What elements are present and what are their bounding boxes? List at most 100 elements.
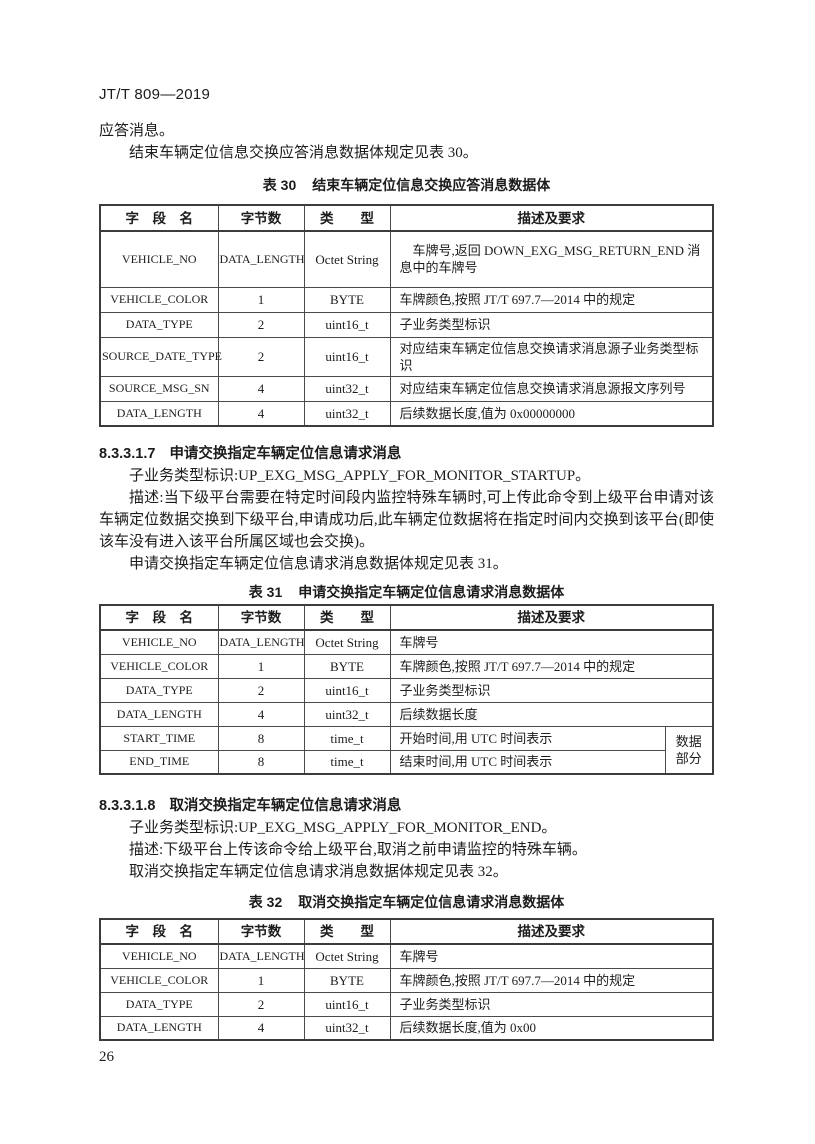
- cell-field: DATA_LENGTH: [99, 701, 219, 727]
- cell-field: DATA_LENGTH: [99, 400, 219, 427]
- section7-table-ref: 申请交换指定车辆定位信息请求消息数据体规定见表 31。: [129, 556, 508, 572]
- table-31: 字 段 名 字节数 类 型 描述及要求 VEHICLE_NO DATA_LENG…: [99, 604, 714, 775]
- table-row: SOURCE_MSG_SN 4 uint32_t 对应结束车辆定位信息交换请求消…: [99, 375, 714, 402]
- cell-field: DATA_TYPE: [99, 991, 219, 1017]
- cell-bytes: 2: [217, 991, 305, 1017]
- cell-bytes: 8: [217, 749, 305, 775]
- table-row: DATA_TYPE 2 uint16_t 子业务类型标识: [99, 311, 714, 338]
- section8-description: 描述:下级平台上传该命令给上级平台,取消之前申请监控的特殊车辆。: [129, 842, 587, 858]
- table-row: DATA_TYPE 2 uint16_t 子业务类型标识: [99, 991, 714, 1017]
- section-number: 8.3.3.1.8: [99, 798, 156, 814]
- cell-type: uint32_t: [303, 400, 391, 427]
- table-row: DATA_LENGTH 4 uint32_t 后续数据长度,值为 0x00: [99, 1015, 714, 1041]
- cell-bytes: 8: [217, 725, 305, 751]
- cell-type: uint16_t: [303, 311, 391, 338]
- page-content: JT/T 809—2019 应答消息。 结束车辆定位信息交换应答消息数据体规定见…: [99, 86, 714, 1066]
- table-30-header-row: 字 段 名 字节数 类 型 描述及要求: [99, 204, 714, 232]
- cell-type: uint32_t: [303, 1015, 391, 1041]
- cell-field: VEHICLE_COLOR: [99, 653, 219, 679]
- cell-bytes: DATA_LENGTH: [217, 943, 305, 969]
- cell-field: START_TIME: [99, 725, 219, 751]
- table-row: VEHICLE_COLOR 1 BYTE 车牌颜色,按照 JT/T 697.7—…: [99, 286, 714, 313]
- table-row: DATA_LENGTH 4 uint32_t 后续数据长度,值为 0x00000…: [99, 400, 714, 427]
- cell-desc: 车牌颜色,按照 JT/T 697.7—2014 中的规定: [389, 286, 714, 313]
- table-32-caption: 表 32 取消交换指定车辆定位信息请求消息数据体: [99, 892, 714, 913]
- cell-desc: 结束时间,用 UTC 时间表示: [389, 749, 666, 775]
- column-header-bytes: 字节数: [217, 204, 305, 232]
- cell-bytes: 1: [217, 653, 305, 679]
- cell-bytes: DATA_LENGTH: [217, 230, 305, 288]
- section7-description: 描述:当下级平台需要在特定时间段内监控特殊车辆时,可上传此命令到上级平台申请对该…: [99, 490, 714, 550]
- cell-bytes: 1: [217, 967, 305, 993]
- table-32: 字 段 名 字节数 类 型 描述及要求 VEHICLE_NO DATA_LENG…: [99, 918, 714, 1041]
- table-row: DATA_LENGTH 4 uint32_t 后续数据长度: [99, 701, 714, 727]
- cell-field: SOURCE_DATE_TYPE: [99, 336, 222, 377]
- cell-desc: 车牌号: [389, 943, 714, 969]
- cell-field: VEHICLE_NO: [99, 230, 219, 288]
- cell-bytes: 2: [217, 336, 305, 377]
- table-row: VEHICLE_COLOR 1 BYTE 车牌颜色,按照 JT/T 697.7—…: [99, 967, 714, 993]
- cell-type: uint16_t: [303, 991, 391, 1017]
- section-heading-8-3-3-1-7: 8.3.3.1.7 申请交换指定车辆定位信息请求消息: [99, 443, 714, 465]
- table-31-caption-label: 表 31: [248, 584, 283, 600]
- cell-desc: 子业务类型标识: [389, 677, 714, 703]
- cell-bytes: 4: [217, 1015, 305, 1041]
- doc-code-header: JT/T 809—2019: [99, 86, 211, 103]
- intro-line-1: 应答消息。: [99, 123, 175, 139]
- section8-subtype-line: 子业务类型标识:UP_EXG_MSG_APPLY_FOR_MONITOR_END…: [129, 820, 557, 836]
- table-row: START_TIME 8 time_t 开始时间,用 UTC 时间表示 数据部分: [99, 725, 714, 775]
- table-row: SOURCE_DATE_TYPE 2 uint16_t 对应结束车辆定位信息交换…: [99, 336, 714, 377]
- cell-field: SOURCE_MSG_SN: [99, 375, 219, 402]
- section7-subtype-line: 子业务类型标识:UP_EXG_MSG_APPLY_FOR_MONITOR_STA…: [129, 468, 591, 484]
- table-31-caption-title: 申请交换指定车辆定位信息请求消息数据体: [298, 584, 565, 600]
- table-31-header-row: 字 段 名 字节数 类 型 描述及要求: [99, 604, 714, 631]
- cell-desc: 后续数据长度: [389, 701, 714, 727]
- cell-field: DATA_LENGTH: [99, 1015, 219, 1041]
- table-30-caption-title: 结束车辆定位信息交换应答消息数据体: [312, 177, 551, 193]
- column-header-field: 字 段 名: [99, 918, 219, 945]
- table-30-caption: 表 30 结束车辆定位信息交换应答消息数据体: [99, 175, 714, 196]
- cell-desc: 后续数据长度,值为 0x00000000: [389, 400, 714, 427]
- table-31-caption: 表 31 申请交换指定车辆定位信息请求消息数据体: [99, 582, 714, 603]
- column-header-type: 类 型: [303, 204, 391, 232]
- table-row: DATA_TYPE 2 uint16_t 子业务类型标识: [99, 677, 714, 703]
- cell-data-part-group: 数据部分: [664, 725, 714, 775]
- page-number: 26: [99, 1049, 114, 1065]
- cell-desc: 车牌颜色,按照 JT/T 697.7—2014 中的规定: [389, 967, 714, 993]
- cell-bytes: 4: [217, 701, 305, 727]
- cell-type: uint32_t: [303, 375, 391, 402]
- cell-desc: 对应结束车辆定位信息交换请求消息源报文序列号: [389, 375, 714, 402]
- table-30-caption-label: 表 30: [262, 177, 297, 193]
- intro-line-2: 结束车辆定位信息交换应答消息数据体规定见表 30。: [129, 145, 478, 161]
- table-32-header-row: 字 段 名 字节数 类 型 描述及要求: [99, 918, 714, 945]
- section-heading-8-3-3-1-8: 8.3.3.1.8 取消交换指定车辆定位信息请求消息: [99, 795, 714, 817]
- cell-desc: 子业务类型标识: [389, 311, 714, 338]
- cell-desc: 对应结束车辆定位信息交换请求消息源子业务类型标识: [389, 336, 714, 377]
- cell-type: BYTE: [303, 286, 391, 313]
- cell-type: BYTE: [303, 967, 391, 993]
- column-header-type: 类 型: [303, 918, 391, 945]
- column-header-bytes: 字节数: [217, 604, 305, 631]
- cell-bytes: 2: [217, 677, 305, 703]
- cell-bytes: 1: [217, 286, 305, 313]
- section-number: 8.3.3.1.7: [99, 446, 156, 462]
- cell-desc: 子业务类型标识: [389, 991, 714, 1017]
- column-header-desc: 描述及要求: [389, 604, 714, 631]
- cell-desc: 车牌号: [389, 629, 714, 655]
- table-32-caption-label: 表 32: [248, 894, 283, 910]
- section8-table-ref: 取消交换指定车辆定位信息请求消息数据体规定见表 32。: [129, 864, 508, 880]
- table-row: VEHICLE_COLOR 1 BYTE 车牌颜色,按照 JT/T 697.7—…: [99, 653, 714, 679]
- column-header-type: 类 型: [303, 604, 391, 631]
- table-row: VEHICLE_NO DATA_LENGTH Octet String 车牌号: [99, 943, 714, 969]
- cell-type: time_t: [303, 725, 391, 751]
- table-30: 字 段 名 字节数 类 型 描述及要求 VEHICLE_NO DATA_LENG…: [99, 204, 714, 427]
- cell-field: VEHICLE_NO: [99, 629, 219, 655]
- cell-desc: 车牌号,返回 DOWN_EXG_MSG_RETURN_END 消息中的车牌号: [389, 230, 714, 288]
- cell-field: VEHICLE_COLOR: [99, 286, 219, 313]
- cell-type: Octet String: [303, 230, 391, 288]
- cell-field: VEHICLE_COLOR: [99, 967, 219, 993]
- cell-bytes: 2: [217, 311, 305, 338]
- cell-type: Octet String: [303, 943, 391, 969]
- cell-type: BYTE: [303, 653, 391, 679]
